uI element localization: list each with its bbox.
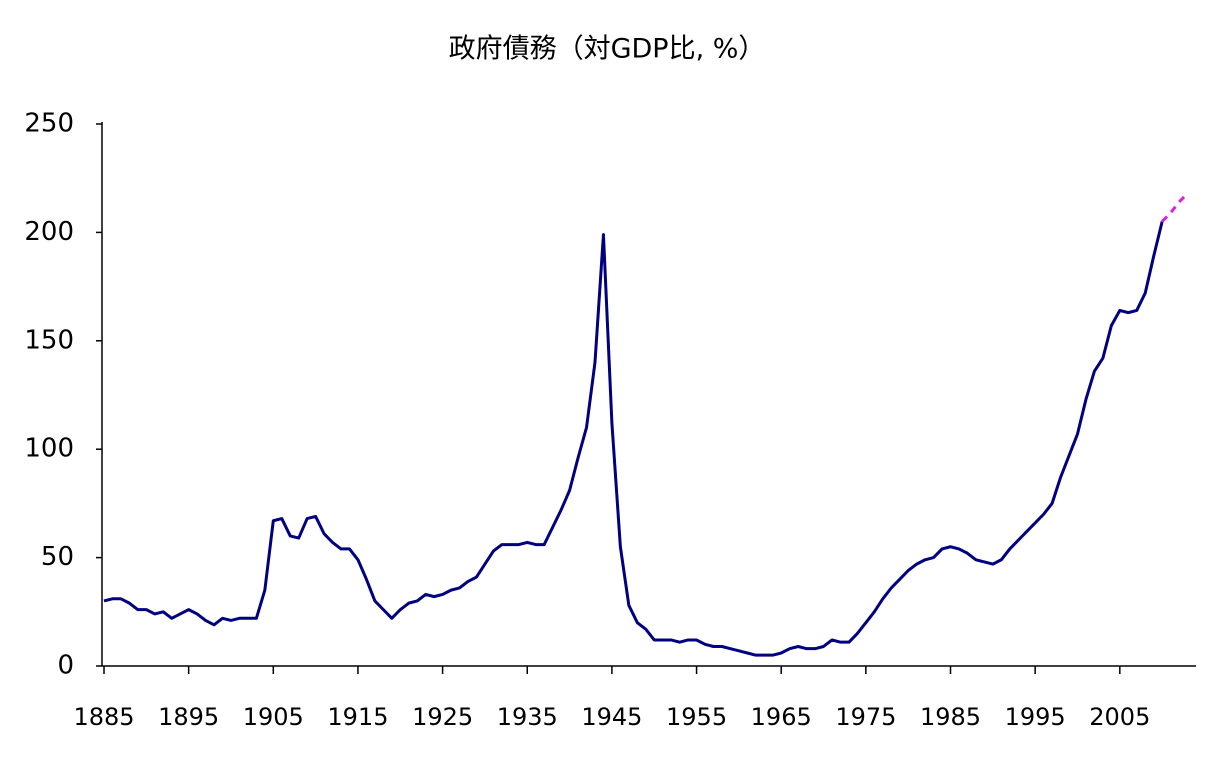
x-tick-label: 1965	[751, 703, 812, 731]
data-line	[103, 221, 1164, 657]
x-tick-label: 1905	[243, 703, 304, 731]
x-tick-label: 1985	[920, 703, 981, 731]
data-line	[1161, 192, 1189, 223]
y-tick-label: 100	[24, 434, 74, 464]
y-tick-label: 150	[24, 325, 74, 355]
x-tick-label: 1955	[666, 703, 727, 731]
x-tick-label: 1945	[581, 703, 642, 731]
y-tick-label: 250	[24, 109, 74, 139]
x-tick-label: 1935	[497, 703, 558, 731]
y-tick-label: 50	[41, 542, 74, 572]
chart-title: 政府債務（対GDP比, %）	[449, 34, 766, 65]
x-tick-label: 1915	[327, 703, 388, 731]
x-tick-label: 1895	[158, 703, 219, 731]
x-tick-label: 2005	[1089, 703, 1150, 731]
x-tick-label: 1885	[73, 703, 134, 731]
y-tick-label: 0	[57, 651, 74, 681]
x-tick-label: 1995	[1005, 703, 1066, 731]
x-tick-label: 1925	[412, 703, 473, 731]
x-tick-label: 1975	[835, 703, 896, 731]
y-tick-label: 200	[24, 217, 74, 247]
